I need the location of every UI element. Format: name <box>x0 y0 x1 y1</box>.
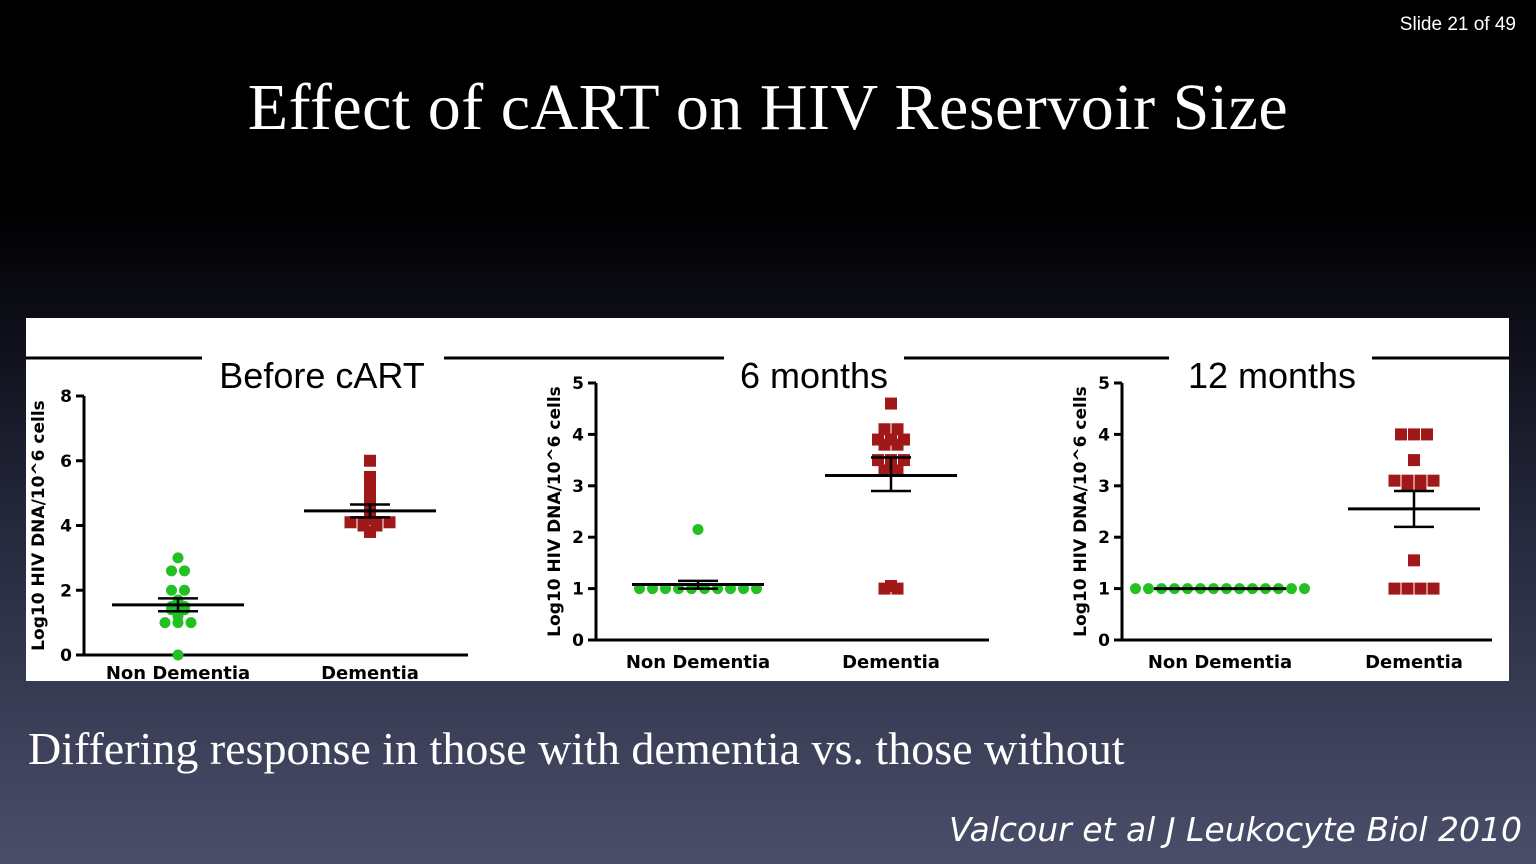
y-tick-label: 1 <box>1098 580 1110 600</box>
y-axis-label: Log10 HIV DNA/10^6 cells <box>545 386 565 637</box>
data-point-non-dementia <box>172 617 184 629</box>
data-point-non-dementia <box>1130 583 1141 595</box>
y-tick-label: 6 <box>60 452 72 472</box>
data-point-non-dementia <box>1299 583 1310 595</box>
y-tick-label: 8 <box>60 387 72 407</box>
data-point-dementia <box>1388 474 1401 487</box>
y-axis-label: Log10 HIV DNA/10^6 cells <box>1071 386 1091 637</box>
data-point-dementia <box>1408 428 1420 441</box>
y-tick-label: 4 <box>60 517 72 537</box>
data-point-dementia <box>1401 479 1414 492</box>
data-point-dementia <box>891 582 904 595</box>
chart-2: 6 months 0 1 2 3 4 5 Log10 HIV DNA/10^6 cells No… <box>545 355 989 673</box>
data-point-dementia <box>1414 582 1427 595</box>
data-point-non-dementia <box>1286 583 1297 595</box>
chart-title: 12 months <box>1188 355 1356 396</box>
data-point-non-dementia <box>166 584 177 596</box>
data-point-dementia <box>878 438 891 451</box>
data-point-dementia <box>1427 474 1440 487</box>
x-category-label: Non Dementia <box>106 663 250 681</box>
data-point-dementia <box>364 525 376 538</box>
data-point-dementia <box>1414 479 1427 492</box>
x-category-label: Non Dementia <box>626 652 770 673</box>
y-tick-label: 2 <box>60 581 72 601</box>
data-point-dementia <box>1427 582 1440 595</box>
data-point-dementia <box>878 464 891 477</box>
data-point-dementia <box>344 516 357 529</box>
y-tick-label: 5 <box>572 374 584 394</box>
data-point-dementia <box>878 423 891 436</box>
data-point-dementia <box>1408 454 1420 467</box>
data-point-dementia <box>364 470 376 483</box>
y-tick-label: 4 <box>1098 425 1110 445</box>
data-point-dementia <box>383 516 396 529</box>
y-tick-label: 3 <box>572 477 584 497</box>
data-point-dementia <box>891 423 904 436</box>
data-point-dementia <box>872 454 884 467</box>
data-point-non-dementia <box>179 565 190 577</box>
y-tick-label: 5 <box>1098 374 1110 394</box>
data-point-non-dementia <box>1143 583 1154 595</box>
citation: Valcour et al J Leukocyte Biol 2010 <box>949 810 1522 849</box>
figure-panel: Before cART 0 2 4 6 8 Log10 HIV DNA/10^6 cells… <box>26 318 1509 681</box>
data-point-non-dementia <box>166 565 177 577</box>
data-point-dementia <box>898 454 910 467</box>
data-point-dementia <box>891 438 904 451</box>
y-tick-label: 2 <box>1098 528 1110 548</box>
chart-title: 6 months <box>740 355 888 396</box>
data-point-non-dementia <box>172 552 184 564</box>
data-point-non-dementia <box>179 584 190 596</box>
chart-title: Before cART <box>219 355 424 396</box>
data-point-dementia <box>1408 554 1420 567</box>
slide-counter: Slide 21 of 49 <box>1399 14 1516 35</box>
y-tick-label: 0 <box>572 631 584 651</box>
data-point-dementia <box>1421 428 1433 441</box>
chart-1: Before cART 0 2 4 6 8 Log10 HIV DNA/10^6 cells… <box>29 355 468 681</box>
y-axis-label: Log10 HIV DNA/10^6 cells <box>29 400 49 651</box>
y-tick-label: 0 <box>60 646 72 666</box>
data-point-dementia <box>1401 582 1414 595</box>
y-tick-label: 3 <box>1098 477 1110 497</box>
data-point-non-dementia <box>185 617 197 629</box>
data-point-non-dementia <box>159 617 171 629</box>
x-category-label: Dementia <box>842 652 940 673</box>
charts-svg: Before cART 0 2 4 6 8 Log10 HIV DNA/10^6 cells… <box>26 355 1509 681</box>
data-point-non-dementia <box>172 649 184 661</box>
y-tick-label: 4 <box>572 425 584 445</box>
data-point-dementia <box>1388 582 1401 595</box>
slide-title: Effect of cART on HIV Reservoir Size <box>247 71 1289 144</box>
x-category-label: Dementia <box>1365 652 1463 673</box>
x-category-label: Non Dementia <box>1148 652 1292 673</box>
data-point-dementia <box>885 397 897 410</box>
data-point-dementia <box>364 454 376 467</box>
data-point-dementia <box>1395 428 1407 441</box>
slide-caption: Differing response in those with dementi… <box>28 723 1125 774</box>
y-tick-label: 2 <box>572 528 584 548</box>
data-point-dementia <box>878 582 891 595</box>
y-tick-label: 1 <box>572 580 584 600</box>
data-point-non-dementia <box>692 523 704 535</box>
chart-3: 12 months 0 1 2 3 4 5 Log10 HIV DNA/10^6 cells N… <box>1071 355 1492 673</box>
y-tick-label: 0 <box>1098 631 1110 651</box>
x-category-label: Dementia <box>321 663 419 681</box>
data-point-dementia <box>891 464 904 477</box>
